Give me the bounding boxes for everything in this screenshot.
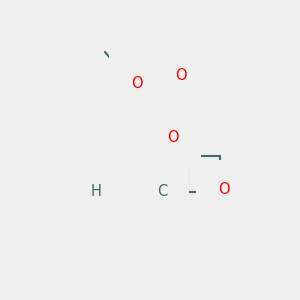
Text: -: - [106, 184, 112, 200]
Text: O: O [131, 76, 143, 91]
Text: C: C [157, 184, 167, 200]
Text: C: C [120, 184, 130, 200]
Text: H: H [91, 184, 101, 200]
Text: O: O [175, 68, 187, 83]
Text: O: O [167, 130, 179, 145]
Text: O: O [218, 182, 230, 196]
